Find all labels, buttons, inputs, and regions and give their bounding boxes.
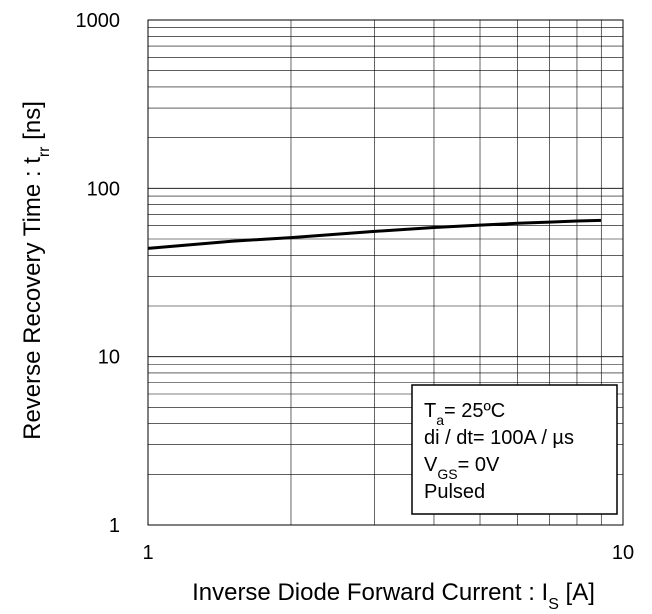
y-tick-label: 100 xyxy=(87,178,120,200)
series-line xyxy=(147,218,602,250)
y-axis-label: Reverse Recovery Time : trr [ns] xyxy=(19,101,53,440)
y-tick-label: 1000 xyxy=(76,10,121,32)
condition-vgs: VGS= 0V xyxy=(424,454,500,482)
condition-pulsed: Pulsed xyxy=(424,481,485,503)
series-layer xyxy=(147,218,602,250)
x-tick-label: 1 xyxy=(142,542,153,564)
plot-frame xyxy=(147,19,624,526)
condition-di-dt: di / dt= 100A / µs xyxy=(424,427,574,449)
x-axis-label: Inverse Diode Forward Current : IS [A] xyxy=(192,579,595,613)
tick-labels: 1 10 100 1000 1 10 xyxy=(76,10,635,564)
y-tick-label: 10 xyxy=(98,347,120,369)
conditions-box: Ta= 25ºC di / dt= 100A / µs VGS= 0V Puls… xyxy=(411,384,618,515)
condition-temperature: Ta= 25ºC xyxy=(424,400,505,428)
y-tick-label: 1 xyxy=(109,515,120,537)
conditions-box-frame xyxy=(411,384,618,515)
x-tick-label: 10 xyxy=(612,542,634,564)
